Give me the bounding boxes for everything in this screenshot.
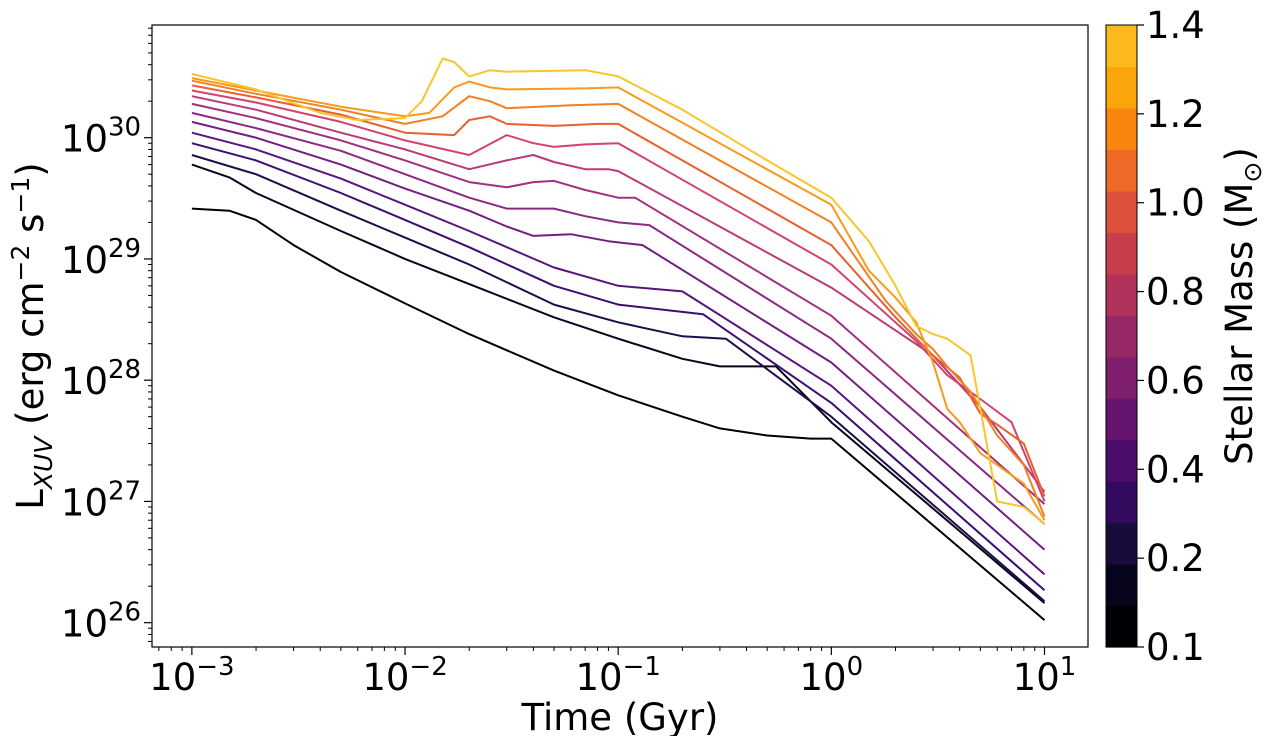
plot-frame: [151, 24, 1089, 648]
y-label-end: ): [9, 162, 52, 176]
y-tick-label-3: 10: [61, 239, 108, 282]
y-label-exp2: −1: [6, 177, 35, 214]
series-line-4: [191, 131, 1046, 576]
y-tick-exp-4: 30: [108, 113, 141, 143]
y-label-rest: (erg cm: [9, 281, 52, 436]
x-tick-label-1: 10−2: [362, 652, 447, 699]
colorbar-band-6: [1106, 356, 1137, 399]
series-line-2: [191, 154, 1046, 603]
y-tick-label-0: 10: [61, 603, 108, 646]
colorbar-frame: [1105, 24, 1138, 648]
series-line-0: [191, 207, 1046, 621]
series-line-1: [191, 163, 1046, 604]
colorbar-band-7: [1106, 315, 1137, 358]
series-line-3: [191, 142, 1046, 592]
colorbar-band-0: [1106, 605, 1137, 648]
y-tick-exp-3: 29: [108, 234, 141, 264]
y-label-exp1: −2: [6, 245, 35, 282]
x-tick-label-2: 10−1: [575, 652, 660, 699]
y-tick-label-4: 10: [61, 118, 108, 161]
colorbar-tick-label-5: 1.0: [1146, 182, 1205, 225]
series-line-6: [191, 111, 1046, 525]
series-line-9: [191, 89, 1046, 502]
colorbar-band-10: [1106, 190, 1137, 233]
y-label-sub: XUV: [29, 435, 58, 491]
series-line-12: [191, 77, 1046, 521]
x-axis: 10−3 10−2 10−1 100 101: [149, 647, 1076, 699]
series-line-8: [191, 95, 1046, 493]
colorbar-label-main: Stellar Mass (M: [1218, 183, 1261, 465]
y-label-mid: s: [9, 214, 52, 245]
series-line-11: [191, 79, 1046, 517]
colorbar-tick-label-0: 0.1: [1146, 626, 1205, 669]
y-axis-label: LXUV (erg cm−2 s−1): [6, 162, 58, 510]
colorbar-label: Stellar Mass (M⊙): [1218, 147, 1267, 465]
colorbar-band-9: [1106, 232, 1137, 275]
x-axis-label: Time (Gyr): [521, 696, 719, 736]
colorbar-band-1: [1106, 564, 1137, 607]
colorbar-band-3: [1106, 481, 1137, 524]
colorbar-band-13: [1106, 66, 1137, 109]
series-line-13: [191, 57, 1046, 525]
colorbar-band-11: [1106, 149, 1137, 192]
colorbar-tick-label-7: 1.4: [1146, 4, 1205, 47]
colorbar-tick-label-1: 0.2: [1146, 537, 1205, 580]
y-tick-label-2: 10: [61, 360, 108, 403]
series-line-7: [191, 102, 1046, 505]
colorbar-tick-label-2: 0.4: [1146, 448, 1205, 491]
colorbar-band-5: [1106, 398, 1137, 441]
y-tick-exp-0: 26: [108, 598, 141, 628]
colorbar: [1106, 25, 1137, 648]
colorbar-label-end: ): [1218, 147, 1261, 161]
x-tick-label-3: 100: [800, 652, 864, 699]
x-tick-label-0: 10−3: [149, 652, 234, 699]
y-tick-exp-1: 27: [108, 476, 141, 506]
colorbar-tick-label-6: 1.2: [1146, 93, 1205, 136]
colorbar-band-8: [1106, 273, 1137, 316]
y-tick-label-1: 10: [61, 481, 108, 524]
colorbar-band-4: [1106, 439, 1137, 482]
colorbar-label-sub: ⊙: [1238, 162, 1267, 183]
series-line-5: [191, 120, 1046, 551]
series-line-10: [191, 84, 1046, 497]
y-label-main: L: [9, 489, 52, 510]
colorbar-band-2: [1106, 522, 1137, 565]
colorbar-band-12: [1106, 107, 1137, 150]
colorbar-tick-label-3: 0.6: [1146, 359, 1205, 402]
colorbar-ticks: 0.1 0.2 0.4 0.6 0.8 1.0 1.2 1.4: [1137, 4, 1205, 669]
y-tick-exp-2: 28: [108, 355, 141, 385]
x-tick-label-4: 101: [1013, 652, 1077, 699]
series-lines: [191, 57, 1046, 621]
colorbar-band-14: [1106, 25, 1137, 68]
colorbar-tick-label-4: 0.8: [1146, 271, 1205, 314]
